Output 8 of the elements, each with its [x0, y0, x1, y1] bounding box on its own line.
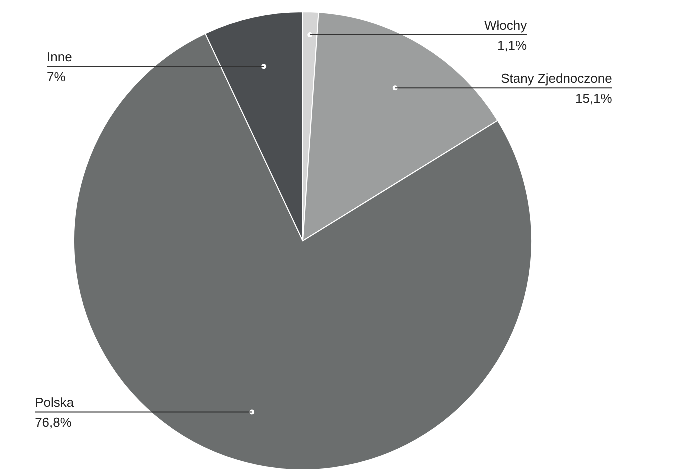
data-label: 1,1%	[497, 38, 528, 54]
data-label: 15,1%	[575, 91, 613, 106]
data-label: 76,8%	[35, 415, 72, 430]
data-label: 7%	[47, 70, 66, 85]
slice-label: Stany Zjednoczone	[501, 71, 612, 86]
slice-label: Polska	[35, 395, 75, 410]
slice-label: Inne	[47, 50, 72, 65]
slice-label: Włochy	[484, 18, 528, 34]
